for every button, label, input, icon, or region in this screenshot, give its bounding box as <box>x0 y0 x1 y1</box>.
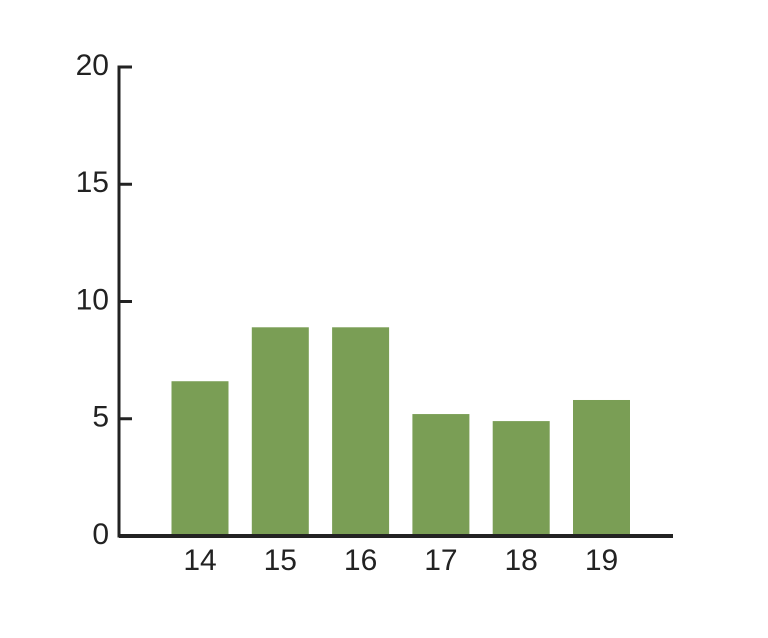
y-tick-label: 10 <box>76 283 109 316</box>
x-tick-label: 18 <box>505 544 538 577</box>
x-tick-label: 15 <box>264 544 297 577</box>
bar <box>171 381 229 536</box>
bar <box>332 327 390 536</box>
y-tick-label: 0 <box>92 518 109 551</box>
x-tick-label: 14 <box>183 544 216 577</box>
bar <box>573 399 630 536</box>
y-tick-label: 5 <box>92 401 109 434</box>
y-tick-label: 20 <box>76 49 109 82</box>
x-tick-label: 19 <box>585 544 618 577</box>
y-tick-label: 15 <box>76 166 109 199</box>
bar <box>492 421 550 536</box>
x-tick-label: 17 <box>424 544 457 577</box>
bar <box>412 414 470 536</box>
x-tick-label: 16 <box>344 544 377 577</box>
bar <box>251 327 309 536</box>
